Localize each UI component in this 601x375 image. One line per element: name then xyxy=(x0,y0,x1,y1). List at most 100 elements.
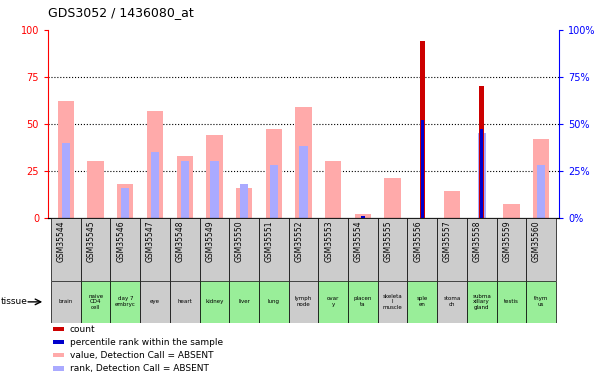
Bar xyxy=(259,217,288,281)
Text: GSM35558: GSM35558 xyxy=(473,220,482,262)
Bar xyxy=(200,217,229,281)
Text: GSM35545: GSM35545 xyxy=(87,220,96,262)
Bar xyxy=(467,281,496,322)
Bar xyxy=(537,165,545,218)
Bar xyxy=(229,281,259,322)
Text: GSM35553: GSM35553 xyxy=(324,220,333,262)
Text: GSM35555: GSM35555 xyxy=(383,220,392,262)
Bar xyxy=(503,204,520,218)
Bar xyxy=(53,327,64,331)
Bar xyxy=(121,188,129,218)
Text: GSM35550: GSM35550 xyxy=(235,220,244,262)
Text: GSM35552: GSM35552 xyxy=(294,220,304,262)
Text: GSM35556: GSM35556 xyxy=(413,220,423,262)
Text: count: count xyxy=(70,324,95,334)
Bar xyxy=(259,281,288,322)
Bar xyxy=(51,281,81,322)
Text: skeleta
l
muscle: skeleta l muscle xyxy=(383,294,403,310)
Text: GSM35547: GSM35547 xyxy=(146,220,155,262)
Bar xyxy=(180,161,189,218)
Bar xyxy=(437,281,467,322)
Bar xyxy=(53,366,64,370)
Bar xyxy=(478,133,486,218)
Text: value, Detection Call = ABSENT: value, Detection Call = ABSENT xyxy=(70,351,213,360)
Bar xyxy=(385,178,401,218)
Bar xyxy=(147,111,163,218)
Text: testis: testis xyxy=(504,299,519,304)
Bar xyxy=(378,217,407,281)
Bar xyxy=(421,120,424,218)
Text: day 7
embryc: day 7 embryc xyxy=(115,297,136,307)
Bar xyxy=(151,152,159,217)
Text: GSM35554: GSM35554 xyxy=(354,220,363,262)
Bar xyxy=(111,217,140,281)
Text: GSM35546: GSM35546 xyxy=(117,220,125,262)
Text: GSM35559: GSM35559 xyxy=(502,220,511,262)
Bar xyxy=(295,107,312,218)
Bar xyxy=(496,281,526,322)
Bar xyxy=(526,217,556,281)
Bar xyxy=(533,139,549,218)
Bar xyxy=(117,184,133,218)
Text: placen
ta: placen ta xyxy=(354,297,372,307)
Bar xyxy=(229,217,259,281)
Text: sple
en: sple en xyxy=(416,297,428,307)
Bar xyxy=(81,281,111,322)
Bar xyxy=(480,129,483,218)
Bar xyxy=(437,217,467,281)
Bar xyxy=(361,216,365,217)
Bar xyxy=(319,281,348,322)
Text: eye: eye xyxy=(150,299,160,304)
Bar xyxy=(348,281,378,322)
Text: lymph
node: lymph node xyxy=(295,297,312,307)
Bar xyxy=(419,41,425,218)
Bar xyxy=(210,161,219,218)
Bar xyxy=(526,281,556,322)
Bar xyxy=(325,161,341,218)
Bar xyxy=(407,217,437,281)
Bar xyxy=(81,217,111,281)
Bar xyxy=(299,146,308,218)
Bar xyxy=(111,281,140,322)
Text: GSM35560: GSM35560 xyxy=(532,220,541,262)
Text: naive
CD4
cell: naive CD4 cell xyxy=(88,294,103,310)
Bar xyxy=(444,191,460,217)
Text: percentile rank within the sample: percentile rank within the sample xyxy=(70,338,222,346)
Bar xyxy=(170,217,200,281)
Text: tissue: tissue xyxy=(1,297,28,306)
Text: subma
xillary
gland: subma xillary gland xyxy=(472,294,491,310)
Bar xyxy=(319,217,348,281)
Text: brain: brain xyxy=(59,299,73,304)
Text: GSM35551: GSM35551 xyxy=(265,220,274,262)
Bar xyxy=(288,281,319,322)
Bar xyxy=(53,353,64,357)
Bar xyxy=(270,165,278,218)
Text: thym
us: thym us xyxy=(534,297,548,307)
Text: kidney: kidney xyxy=(205,299,224,304)
Bar xyxy=(378,281,407,322)
Bar xyxy=(87,161,104,218)
Text: GSM35548: GSM35548 xyxy=(175,220,185,262)
Bar xyxy=(58,101,74,217)
Text: stoma
ch: stoma ch xyxy=(444,297,461,307)
Text: ovar
y: ovar y xyxy=(327,297,340,307)
Bar xyxy=(236,188,252,218)
Bar xyxy=(266,129,282,218)
Bar xyxy=(467,217,496,281)
Text: liver: liver xyxy=(238,299,250,304)
Bar xyxy=(200,281,229,322)
Bar xyxy=(177,156,193,218)
Bar xyxy=(348,217,378,281)
Text: rank, Detection Call = ABSENT: rank, Detection Call = ABSENT xyxy=(70,364,209,373)
Bar xyxy=(53,340,64,344)
Text: heart: heart xyxy=(177,299,192,304)
Bar xyxy=(51,217,81,281)
Text: GDS3052 / 1436080_at: GDS3052 / 1436080_at xyxy=(48,6,194,19)
Bar xyxy=(206,135,222,218)
Bar xyxy=(140,217,170,281)
Bar xyxy=(240,184,248,218)
Text: GSM35544: GSM35544 xyxy=(57,220,66,262)
Text: GSM35557: GSM35557 xyxy=(443,220,452,262)
Bar xyxy=(62,142,70,218)
Bar xyxy=(407,281,437,322)
